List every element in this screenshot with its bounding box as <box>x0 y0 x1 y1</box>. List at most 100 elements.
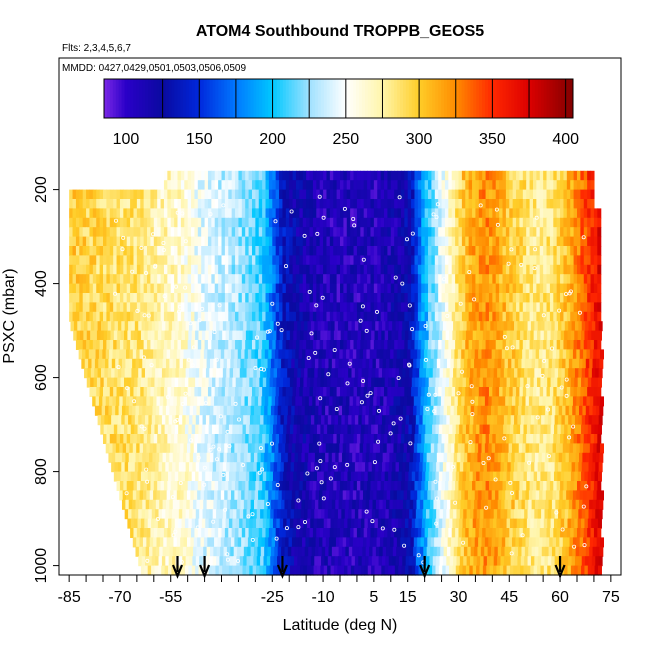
heatmap-cell <box>157 311 162 322</box>
heatmap-cell <box>417 189 422 200</box>
heatmap-cell <box>397 293 402 303</box>
heatmap-cell <box>580 293 585 303</box>
heatmap-cell <box>289 236 294 247</box>
heatmap-cell <box>164 424 169 435</box>
heatmap-cell <box>400 227 405 238</box>
heatmap-cell <box>337 330 342 341</box>
heatmap-cell <box>147 274 152 285</box>
heatmap-cell <box>475 387 480 397</box>
heatmap-cell <box>329 283 334 294</box>
heatmap-cell <box>564 330 569 341</box>
heatmap-cell <box>305 349 310 360</box>
heatmap-cell <box>431 293 436 303</box>
heatmap-cell <box>560 236 565 247</box>
heatmap-cell <box>123 434 128 444</box>
heatmap-cell <box>519 217 524 228</box>
heatmap-cell <box>170 387 175 397</box>
heatmap-cell <box>261 396 266 407</box>
heatmap-cell <box>401 377 406 388</box>
heatmap-cell <box>379 358 384 369</box>
heatmap-cell <box>499 302 504 313</box>
heatmap-cell <box>441 227 446 238</box>
heatmap-cell <box>270 358 275 369</box>
heatmap-cell <box>423 358 428 369</box>
heatmap-cell <box>306 246 311 256</box>
heatmap-cell <box>488 311 493 322</box>
heatmap-cell <box>228 274 233 285</box>
heatmap-cell <box>232 424 237 435</box>
heatmap-cell <box>559 396 564 407</box>
heatmap-cell <box>387 217 392 228</box>
dates-label: MMDD: 0427,0429,0501,0503,0506,0509 <box>62 63 246 74</box>
heatmap-cell <box>235 387 240 397</box>
heatmap-cell <box>214 283 219 294</box>
heatmap-cell <box>530 415 535 426</box>
heatmap-cell <box>475 199 480 209</box>
heatmap-cell <box>485 387 490 397</box>
heatmap-cell <box>492 189 497 200</box>
heatmap-cell <box>187 340 192 350</box>
heatmap-cell <box>478 208 483 219</box>
heatmap-cell <box>444 246 449 256</box>
heatmap-cell <box>578 321 583 332</box>
heatmap-cell <box>187 246 192 256</box>
heatmap-cell <box>367 227 372 238</box>
heatmap-cell <box>109 274 114 285</box>
heatmap-cell <box>262 246 267 256</box>
heatmap-cell <box>414 274 419 285</box>
heatmap-cell <box>195 415 200 426</box>
heatmap-cell <box>329 434 334 444</box>
heatmap-cell <box>428 264 433 275</box>
heatmap-cell <box>580 208 585 219</box>
heatmap-cell <box>272 246 277 256</box>
heatmap-cell <box>553 283 558 294</box>
heatmap-cell <box>206 358 211 369</box>
heatmap-cell <box>434 349 439 360</box>
heatmap-cell <box>124 471 128 482</box>
heatmap-cell <box>82 349 87 360</box>
heatmap-cell <box>254 349 259 360</box>
heatmap-cell <box>167 434 172 444</box>
heatmap-cell <box>459 377 464 388</box>
heatmap-cell <box>434 293 439 303</box>
heatmap-cell <box>381 462 386 473</box>
heatmap-cell <box>322 349 327 360</box>
heatmap-cell <box>451 180 456 191</box>
heatmap-cell <box>566 189 571 200</box>
heatmap-cell <box>323 180 328 191</box>
heatmap-cell <box>147 330 152 341</box>
heatmap-cell <box>92 236 97 247</box>
heatmap-cell <box>323 236 328 247</box>
heatmap-cell <box>302 443 307 454</box>
heatmap-cell <box>214 349 219 360</box>
heatmap-cell <box>417 246 422 256</box>
heatmap-cell <box>180 274 185 285</box>
heatmap-cell <box>204 311 209 322</box>
heatmap-cell <box>355 405 360 416</box>
heatmap-cell <box>287 462 292 473</box>
heatmap-cell <box>178 415 183 426</box>
heatmap-cell <box>228 283 233 294</box>
heatmap-cell <box>483 415 488 426</box>
heatmap-cell <box>375 321 380 332</box>
heatmap-cell <box>530 321 535 332</box>
heatmap-cell <box>528 405 533 416</box>
heatmap-cell <box>441 283 446 294</box>
heatmap-cell <box>503 377 508 388</box>
heatmap-cell <box>356 283 361 294</box>
heatmap-cell <box>325 405 330 416</box>
heatmap-cell <box>182 405 187 416</box>
heatmap-cell <box>516 274 521 285</box>
heatmap-cell <box>451 199 456 209</box>
heatmap-cell <box>340 217 344 228</box>
heatmap-cell <box>473 321 478 332</box>
heatmap-cell <box>235 246 240 256</box>
heatmap-cell <box>310 424 315 435</box>
heatmap-cell <box>526 189 531 200</box>
heatmap-cell <box>168 415 173 426</box>
heatmap-cell <box>577 330 582 341</box>
heatmap-cell <box>210 452 214 463</box>
heatmap-cell <box>440 358 445 369</box>
heatmap-cell <box>431 170 436 181</box>
heatmap-cell <box>319 227 324 238</box>
